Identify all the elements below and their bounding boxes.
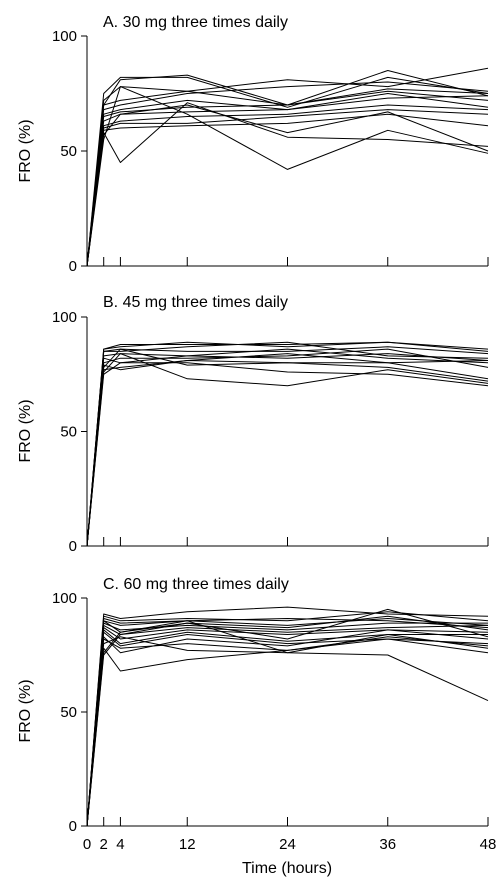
series-line-1 bbox=[86, 606, 489, 827]
x-tick-label: 36 bbox=[379, 836, 396, 853]
series-line-1 bbox=[86, 76, 489, 267]
series-line-10 bbox=[86, 360, 489, 547]
series-line-13 bbox=[86, 634, 489, 827]
x-tick-label: 0 bbox=[83, 836, 91, 853]
series-line-11 bbox=[86, 629, 489, 827]
series-line-14 bbox=[86, 86, 489, 267]
y-tick-label: 50 bbox=[60, 424, 77, 441]
series-line-7 bbox=[86, 88, 489, 267]
series-line-3 bbox=[86, 618, 489, 827]
series-line-10 bbox=[86, 109, 489, 267]
y-tick-label: 100 bbox=[52, 309, 77, 326]
series-line-16 bbox=[86, 608, 489, 827]
x-tick-label: 48 bbox=[480, 836, 497, 853]
series-line-13 bbox=[86, 104, 489, 267]
series-line-9 bbox=[86, 104, 489, 267]
series-line-9 bbox=[86, 348, 489, 547]
series-line-8 bbox=[86, 627, 489, 827]
chart-title: A. 30 mg three times daily bbox=[103, 14, 288, 31]
series-line-4 bbox=[86, 618, 489, 827]
series-line-7 bbox=[86, 624, 489, 827]
series-line-6 bbox=[86, 93, 489, 267]
series-line-11 bbox=[86, 113, 489, 267]
x-axis-title: Time (hours) bbox=[242, 860, 332, 877]
chart-panel-1: A. 30 mg three times daily 0 50 100 FRO (%) bbox=[17, 14, 489, 275]
series-line-2 bbox=[86, 611, 489, 827]
chart-panel-2: B. 45 mg three times daily 0 50 100 FRO (%) bbox=[17, 294, 489, 555]
series-line-12 bbox=[86, 636, 489, 827]
x-tick-label: 12 bbox=[179, 836, 196, 853]
series-line-11 bbox=[86, 353, 489, 547]
x-tick-label: 2 bbox=[100, 836, 108, 853]
series-line-4 bbox=[86, 341, 489, 547]
series-line-14 bbox=[86, 638, 489, 827]
x-tick-label: 4 bbox=[116, 836, 124, 853]
series-line-5 bbox=[86, 81, 489, 267]
chart-title: B. 45 mg three times daily bbox=[103, 294, 288, 311]
series-line-8 bbox=[86, 353, 489, 547]
series-line-8 bbox=[86, 95, 489, 267]
series-line-2 bbox=[86, 70, 489, 267]
y-tick-label: 0 bbox=[69, 818, 77, 835]
y-tick-label: 0 bbox=[69, 538, 77, 555]
y-tick-label: 50 bbox=[60, 704, 77, 721]
series-line-12 bbox=[86, 102, 489, 267]
y-tick-label: 100 bbox=[52, 28, 77, 45]
chart-title: C. 60 mg three times daily bbox=[103, 576, 289, 593]
y-tick-label: 0 bbox=[69, 258, 77, 275]
series-line-10 bbox=[86, 631, 489, 827]
series-line-12 bbox=[86, 362, 489, 547]
series-line-2 bbox=[86, 341, 489, 547]
series-line-7 bbox=[86, 348, 489, 547]
series-line-5 bbox=[86, 353, 489, 547]
y-axis-title: FRO (%) bbox=[17, 119, 34, 182]
series-line-6 bbox=[86, 622, 488, 827]
series-line-3 bbox=[86, 346, 489, 547]
y-axis-title: FRO (%) bbox=[17, 679, 34, 742]
series-line-4 bbox=[86, 67, 489, 267]
series-line-9 bbox=[86, 629, 488, 827]
series-line-6 bbox=[86, 348, 489, 547]
series-line-15 bbox=[86, 620, 489, 827]
y-tick-label: 50 bbox=[60, 143, 77, 160]
x-tick-label: 24 bbox=[279, 836, 296, 853]
y-tick-label: 100 bbox=[52, 590, 77, 607]
y-axis-title: FRO (%) bbox=[17, 399, 34, 462]
